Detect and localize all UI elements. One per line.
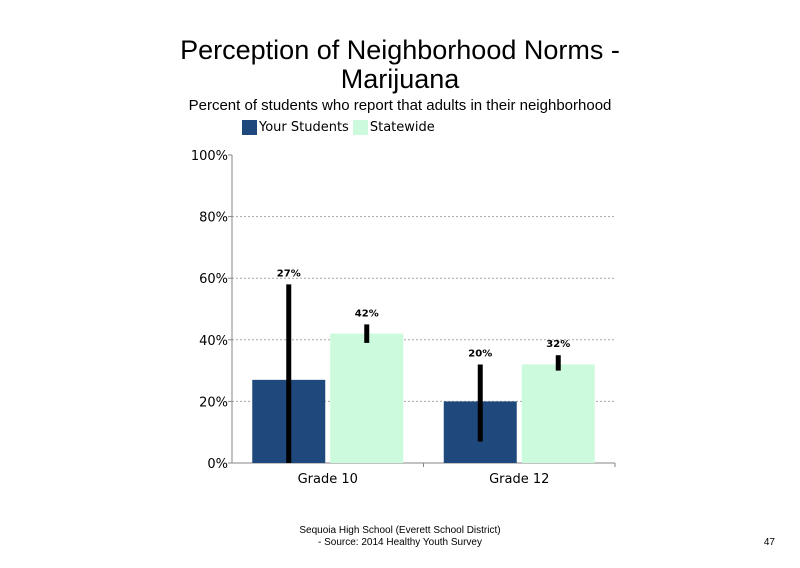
footer-source: Sequoia High School (Everett School Dist… [200,525,600,549]
legend: Your Students Statewide [242,118,439,136]
chart-title-line-1: Perception of Neighborhood Norms - [180,35,620,65]
y-tick-label: 40% [199,334,228,349]
y-tick-label: 80% [199,211,228,226]
page-number: 47 [763,537,775,548]
chart-subtitle: Percent of students who report that adul… [188,97,612,114]
legend-label-statewide: Statewide [369,119,435,135]
bar-statewide [521,364,595,463]
y-tick-label: 100% [191,149,228,164]
y-tick-label: 0% [207,457,228,472]
x-tick-label: Grade 10 [298,472,358,487]
data-label: 42% [355,308,379,319]
bar-statewide [330,333,404,463]
y-tick-label: 20% [199,395,228,410]
legend-item-your-students: Your Students [242,119,349,135]
chart-title: Perception of Neighborhood Norms - Marij… [0,36,800,94]
chart-title-line-2: Marijuana [340,64,460,94]
data-label: 27% [277,268,301,279]
legend-item-statewide: Statewide [352,119,435,135]
data-label: 32% [546,339,570,350]
legend-swatch-statewide [352,119,368,135]
y-tick-label: 60% [199,272,228,287]
x-tick-label: Grade 12 [489,472,549,487]
footer-school: Sequoia High School (Everett School Dist… [299,525,501,536]
footer-source-line: - Source: 2014 Healthy Youth Survey [318,537,482,548]
legend-swatch-your-students [242,119,257,135]
data-label: 20% [468,348,492,359]
legend-label-your-students: Your Students [259,119,349,135]
